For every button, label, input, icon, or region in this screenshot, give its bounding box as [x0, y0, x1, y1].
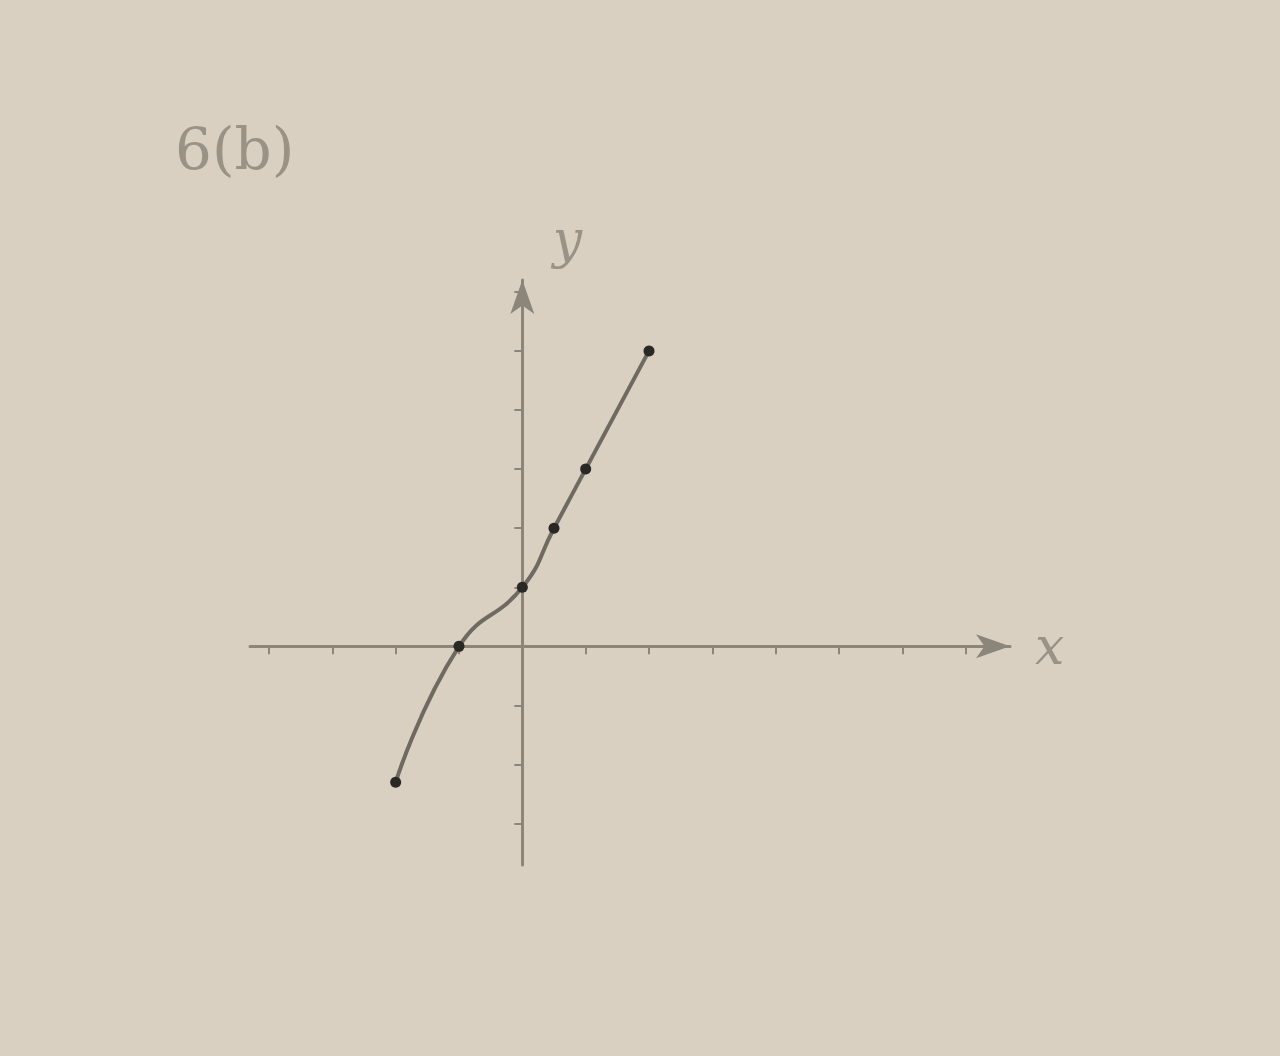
- svg-text:x: x: [1035, 616, 1064, 676]
- svg-text:y: y: [551, 209, 583, 269]
- svg-text:6(b): 6(b): [175, 115, 294, 183]
